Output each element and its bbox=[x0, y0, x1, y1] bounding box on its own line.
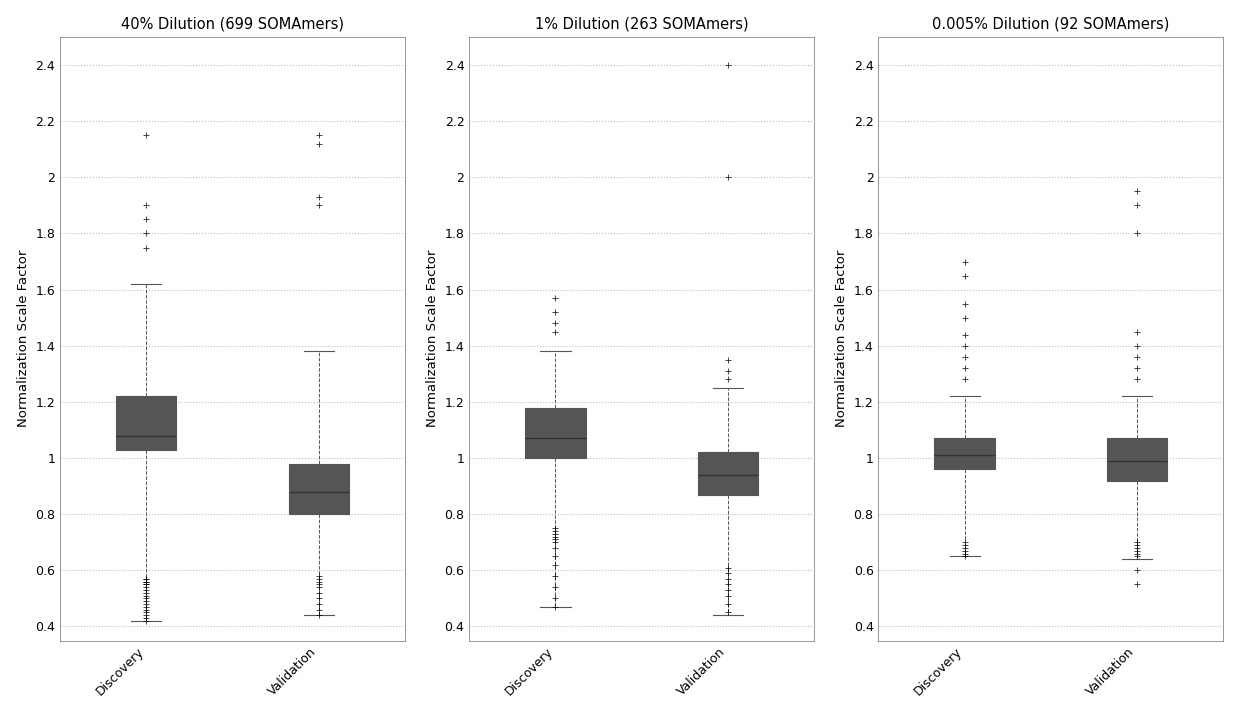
Title: 1% Dilution (263 SOMAmers): 1% Dilution (263 SOMAmers) bbox=[534, 16, 749, 31]
Y-axis label: Normalization Scale Factor: Normalization Scale Factor bbox=[16, 250, 30, 428]
PathPatch shape bbox=[289, 464, 348, 514]
PathPatch shape bbox=[526, 408, 585, 458]
Y-axis label: Normalization Scale Factor: Normalization Scale Factor bbox=[425, 250, 439, 428]
PathPatch shape bbox=[1107, 438, 1167, 480]
Y-axis label: Normalization Scale Factor: Normalization Scale Factor bbox=[835, 250, 848, 428]
Title: 40% Dilution (699 SOMAmers): 40% Dilution (699 SOMAmers) bbox=[122, 16, 343, 31]
Title: 0.005% Dilution (92 SOMAmers): 0.005% Dilution (92 SOMAmers) bbox=[932, 16, 1169, 31]
PathPatch shape bbox=[117, 396, 176, 450]
PathPatch shape bbox=[698, 453, 758, 495]
PathPatch shape bbox=[935, 438, 994, 469]
